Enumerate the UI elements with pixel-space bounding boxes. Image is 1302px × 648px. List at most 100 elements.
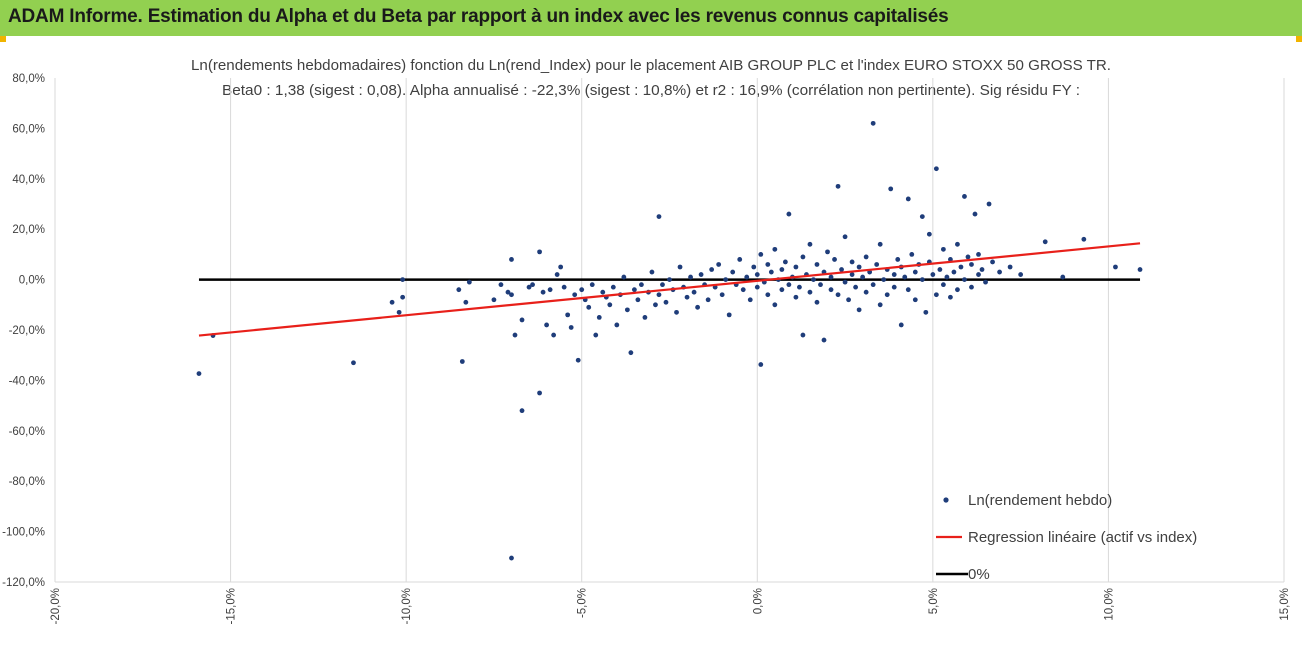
data-point	[491, 297, 497, 303]
data-point	[649, 269, 655, 275]
data-point	[835, 292, 841, 298]
data-point	[800, 332, 806, 338]
data-point	[723, 277, 729, 282]
data-point	[997, 269, 1002, 275]
data-point	[765, 292, 771, 298]
data-point	[639, 282, 644, 288]
data-point	[554, 272, 560, 277]
data-point	[558, 264, 564, 270]
data-point	[983, 279, 988, 285]
data-point	[881, 277, 887, 282]
corner-marker-right	[1296, 36, 1302, 42]
x-axis-ticks: -20,0% -15,0% -10,0% -5,0% 0,0% 5,0% 10,0% 15,0…	[50, 588, 1291, 624]
data-point	[751, 264, 757, 270]
data-point	[351, 360, 356, 366]
data-point	[758, 362, 764, 367]
data-point	[709, 267, 715, 272]
data-point	[698, 272, 704, 277]
data-point	[695, 304, 700, 310]
data-point	[565, 312, 571, 318]
x-tick-label: -15,0%	[226, 588, 238, 624]
y-tick-label: -80,0%	[9, 476, 45, 488]
data-point	[814, 262, 820, 267]
data-point	[396, 309, 402, 315]
data-point	[884, 292, 890, 298]
data-point	[509, 555, 514, 561]
data-point	[891, 272, 897, 277]
data-point	[933, 166, 939, 172]
data-point	[660, 282, 665, 288]
data-point	[688, 274, 693, 280]
data-point	[1137, 267, 1143, 272]
x-tick-label: -10,0%	[401, 588, 413, 624]
data-point	[656, 214, 662, 220]
data-point	[589, 282, 595, 288]
y-tick-label: 0,0%	[19, 275, 45, 287]
data-point	[821, 337, 827, 343]
data-point	[544, 322, 549, 328]
data-point	[926, 231, 932, 237]
data-point	[842, 234, 848, 240]
data-point	[768, 269, 774, 275]
scatter-chart: Ln(rendements hebdomadaires) fonction du…	[2, 57, 1291, 624]
data-point	[624, 307, 630, 313]
data-point	[705, 297, 711, 303]
data-point	[779, 267, 785, 272]
data-point	[498, 282, 504, 288]
data-point	[568, 325, 574, 330]
data-point	[572, 292, 578, 298]
data-point	[537, 249, 542, 255]
data-point	[958, 264, 964, 270]
data-point	[856, 264, 862, 270]
data-point	[811, 277, 816, 282]
legend-marker-points	[943, 497, 949, 503]
data-point	[948, 294, 953, 300]
data-point	[400, 294, 406, 300]
y-tick-label: 80,0%	[12, 73, 45, 85]
data-point	[509, 292, 514, 298]
data-point	[912, 297, 918, 303]
data-point	[1042, 239, 1048, 245]
data-point	[940, 282, 946, 288]
x-tick-label: 10,0%	[1103, 588, 1115, 621]
chart-title: Ln(rendements hebdomadaires) fonction du…	[191, 57, 1111, 99]
data-point	[551, 332, 557, 338]
data-point	[902, 274, 908, 280]
data-point	[940, 246, 946, 252]
data-point	[691, 289, 697, 295]
data-point	[537, 390, 542, 396]
data-point	[853, 284, 859, 290]
data-point	[786, 282, 792, 288]
data-point	[828, 274, 834, 280]
data-point	[909, 252, 915, 257]
data-point	[860, 274, 866, 280]
data-point	[976, 272, 981, 277]
data-point	[905, 287, 911, 293]
data-point	[891, 284, 897, 290]
data-point	[1060, 274, 1066, 280]
data-point	[979, 267, 985, 272]
legend-label-points: Ln(rendement hebdo)	[968, 492, 1112, 509]
data-point	[1007, 264, 1013, 270]
data-point	[740, 287, 746, 293]
data-point	[526, 284, 532, 290]
y-tick-label: -100,0%	[2, 527, 45, 539]
data-point	[509, 257, 514, 262]
x-tick-label: 5,0%	[928, 588, 940, 614]
x-tick-label: -20,0%	[50, 588, 62, 624]
data-point	[677, 264, 683, 270]
data-point	[877, 241, 883, 247]
data-point	[674, 309, 679, 315]
regression-layer	[198, 242, 1141, 337]
data-point	[969, 284, 974, 290]
data-point	[772, 246, 778, 252]
data-point	[870, 282, 876, 288]
data-point	[561, 284, 567, 290]
data-point	[635, 297, 641, 303]
data-point	[754, 272, 760, 277]
data-point	[944, 274, 950, 280]
data-point	[586, 304, 592, 310]
data-point	[642, 315, 648, 320]
data-point	[519, 317, 525, 323]
data-point	[839, 267, 844, 272]
